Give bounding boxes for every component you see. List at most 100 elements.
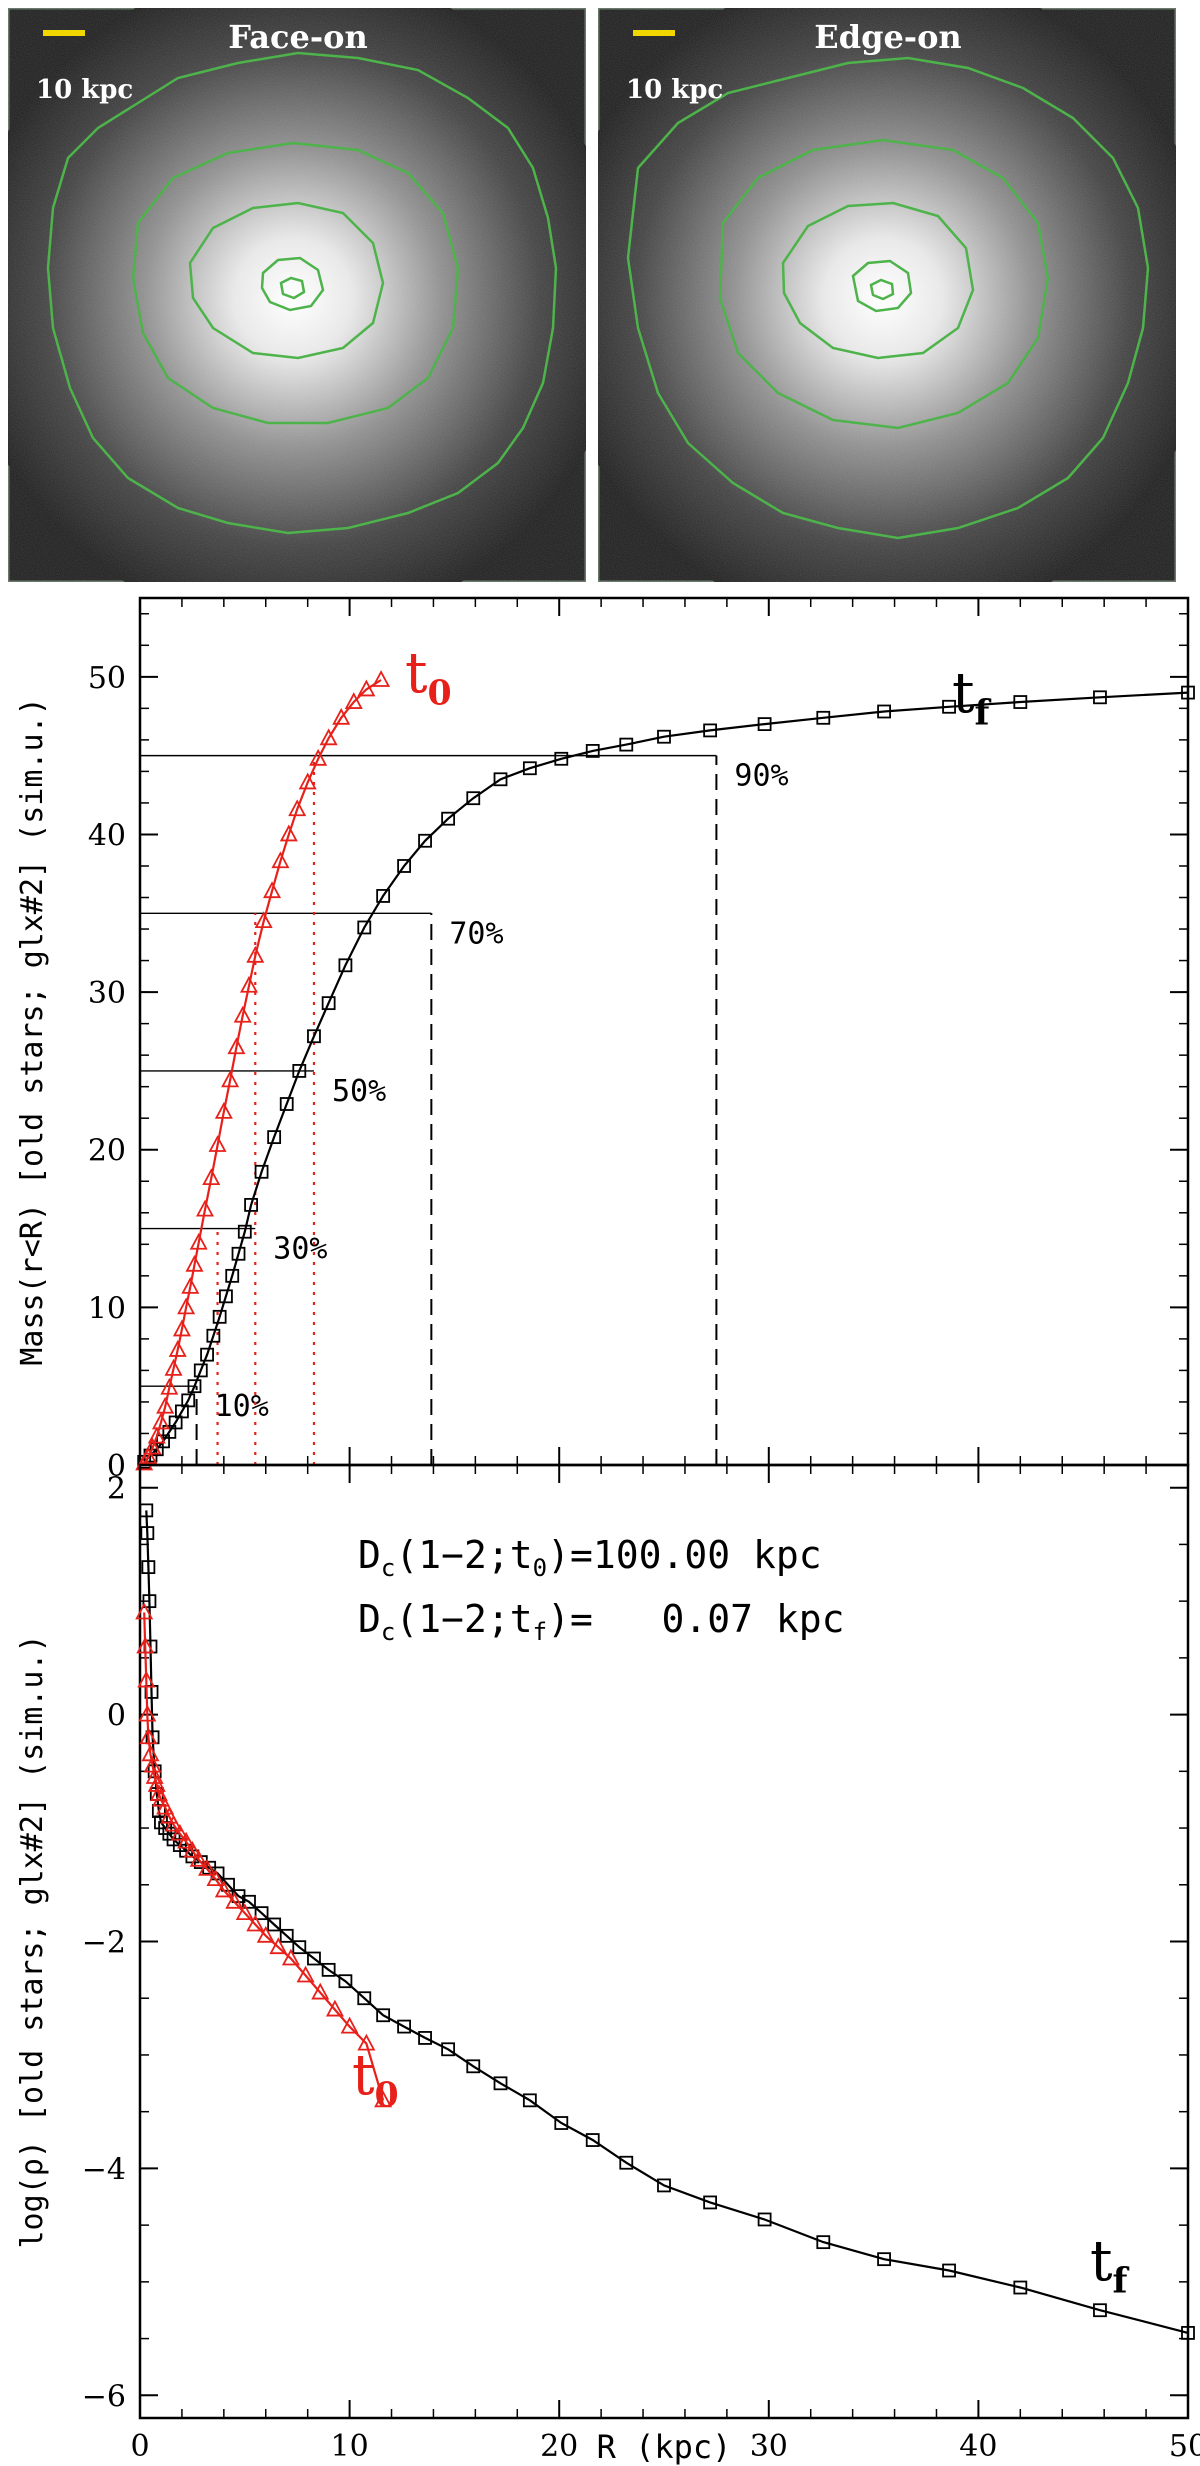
- triangle-marker: [263, 881, 282, 899]
- triangle-marker: [372, 670, 391, 687]
- plot-frame: [138, 596, 1190, 1467]
- triangle-marker: [195, 1199, 214, 1217]
- square-marker: [338, 958, 353, 973]
- label-tf-sub: f: [975, 692, 992, 733]
- series-line: [143, 1612, 385, 2101]
- annotation-part: (1−2;t: [395, 1533, 532, 1577]
- triangle-marker: [357, 2033, 376, 2051]
- square-marker: [219, 1289, 233, 1304]
- square-marker: [1093, 2303, 1107, 2318]
- square-marker: [376, 889, 391, 903]
- triangle-marker: [156, 1797, 175, 1815]
- panel-title: Edge-on: [814, 18, 961, 56]
- square-marker: [522, 2093, 537, 2108]
- y-axis-label: Mass(r<R) [old stars; glx#2] (sim.u.): [15, 697, 50, 1365]
- annotation-part: )=100.00 kpc: [547, 1533, 822, 1577]
- annotation-part: f: [533, 1618, 547, 1646]
- square-marker: [141, 1560, 156, 1575]
- triangle-marker: [151, 1412, 170, 1430]
- square-marker: [212, 1309, 227, 1324]
- panel-title: Face-on: [228, 18, 367, 56]
- distance-annotation: Dc(1−2;t0)=100.00 kpc: [358, 1533, 822, 1582]
- square-marker: [397, 2019, 411, 2034]
- label-tf-base: t: [1090, 2229, 1113, 2294]
- triangle-marker: [288, 799, 307, 817]
- square-marker: [703, 2195, 718, 2210]
- label-t0-sub: 0: [428, 672, 452, 713]
- square-marker: [703, 723, 718, 738]
- face-on-image-panel: 10 kpc Face-on: [0, 0, 623, 628]
- square-marker: [757, 2212, 772, 2227]
- label-t0: t0: [405, 641, 452, 713]
- triangle-marker: [138, 1704, 157, 1722]
- y-tick-label: 0: [107, 1449, 126, 1484]
- triangle-marker: [170, 1823, 189, 1841]
- triangle-marker: [296, 1965, 315, 1983]
- triangle-marker: [311, 1982, 330, 2000]
- square-marker: [441, 811, 456, 826]
- square-marker: [200, 1347, 214, 1362]
- y-tick-label: −2: [82, 1926, 126, 1961]
- x-tick-label: 30: [750, 2429, 788, 2464]
- square-marker: [757, 717, 772, 732]
- annotation-part: D: [358, 1597, 381, 1641]
- triangle-marker: [233, 1005, 252, 1023]
- square-marker: [244, 1198, 258, 1212]
- triangle-marker: [357, 679, 376, 697]
- y-tick-label: −6: [82, 2379, 126, 2414]
- triangle-marker: [208, 1135, 227, 1152]
- distance-annotation: Dc(1−2;tf)= 0.07 kpc: [358, 1597, 845, 1646]
- scale-bar: [43, 30, 85, 36]
- annotation-part: c: [381, 1554, 395, 1582]
- square-marker: [493, 2076, 508, 2091]
- y-tick-label: 2: [107, 1472, 126, 1507]
- edge-on-image: 10 kpc Edge-on: [553, 0, 1200, 628]
- square-marker: [493, 772, 508, 787]
- annotation-part: (1−2;t: [395, 1597, 532, 1641]
- percent-label: 90%: [734, 759, 788, 794]
- triangle-marker: [340, 2016, 359, 2034]
- triangle-marker: [147, 1426, 166, 1444]
- label-tf-base: t: [952, 661, 975, 726]
- square-marker: [242, 1894, 256, 1909]
- y-tick-label: 40: [88, 818, 126, 853]
- square-marker: [522, 761, 537, 776]
- density-contours: [46, 51, 558, 535]
- y-tick-label: −4: [82, 2152, 126, 2187]
- label-tf: tf: [1090, 2229, 1130, 2301]
- triangle-marker: [225, 1891, 244, 1909]
- label-tf: tf: [952, 661, 992, 733]
- percent-label: 50%: [332, 1074, 386, 1109]
- y-tick-label: 30: [88, 976, 126, 1011]
- square-marker: [1181, 685, 1195, 700]
- triangle-marker: [202, 1168, 221, 1185]
- scale-label: 10 kpc: [36, 75, 133, 105]
- square-marker: [237, 1224, 252, 1239]
- label-t0: t0: [352, 2043, 399, 2115]
- label-t0-base: t: [405, 641, 428, 706]
- triangle-marker: [177, 1831, 196, 1849]
- edge-on-image-panel: 10 kpc Edge-on: [553, 0, 1200, 628]
- triangle-marker: [281, 1948, 300, 1966]
- triangle-marker: [164, 1358, 183, 1376]
- square-marker: [585, 744, 600, 758]
- triangle-marker: [332, 707, 351, 725]
- square-marker: [397, 859, 411, 873]
- triangle-marker: [221, 1070, 240, 1088]
- triangle-marker: [319, 728, 338, 746]
- square-marker: [357, 1991, 372, 2006]
- square-marker: [139, 1503, 154, 1518]
- square-marker: [321, 996, 336, 1011]
- square-marker: [376, 2008, 391, 2023]
- triangle-marker: [145, 1767, 164, 1784]
- square-marker: [1093, 690, 1107, 705]
- square-marker: [554, 2116, 569, 2130]
- series-t_f: [137, 685, 1195, 1469]
- square-marker: [657, 2178, 671, 2193]
- square-marker: [585, 2133, 600, 2147]
- y-tick-label: 0: [107, 1699, 126, 1734]
- triangle-marker: [239, 975, 258, 993]
- triangle-marker: [271, 851, 290, 869]
- triangle-marker: [189, 1849, 208, 1867]
